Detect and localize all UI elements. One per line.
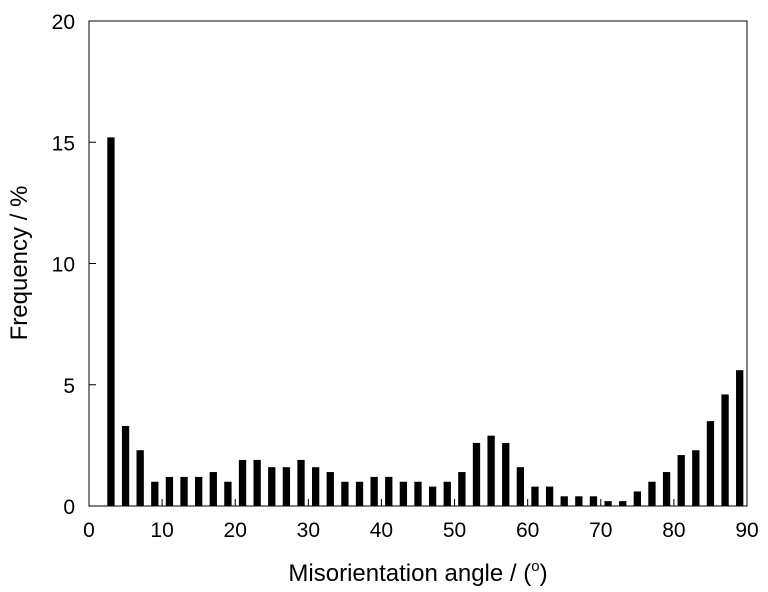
x-tick-label: 70 — [589, 519, 612, 542]
y-axis-label: Frequency / % — [6, 186, 33, 341]
bar-15 — [195, 476, 203, 506]
bar-73 — [619, 501, 627, 506]
bar-49 — [443, 481, 451, 506]
bar-45 — [414, 481, 422, 506]
bar-11 — [165, 476, 174, 506]
x-tick-label: 90 — [735, 519, 758, 542]
bar-59 — [516, 467, 525, 506]
bar-31 — [311, 467, 320, 506]
y-tick-label: 10 — [52, 254, 75, 277]
bar-87 — [721, 394, 729, 506]
bar-35 — [341, 481, 349, 506]
x-tick-label: 0 — [83, 519, 95, 542]
bar-25 — [268, 467, 276, 506]
x-tick-label: 60 — [516, 519, 539, 542]
bar-77 — [648, 481, 656, 506]
bar-65 — [560, 496, 568, 506]
x-tick-label: 30 — [297, 519, 320, 542]
bar-61 — [531, 486, 539, 506]
bar-41 — [385, 476, 393, 506]
bar-83 — [692, 450, 700, 506]
bar-75 — [633, 491, 641, 506]
bar-5 — [121, 425, 130, 506]
y-tick-label: 15 — [52, 132, 75, 155]
y-axis-ticks: 0 5 10 15 20 — [52, 11, 96, 519]
bar-3 — [107, 137, 115, 506]
plot-frame — [88, 20, 748, 507]
bar-47 — [428, 486, 437, 506]
bar-29 — [297, 459, 305, 506]
bar-85 — [706, 421, 715, 506]
bar-53 — [472, 442, 481, 506]
bar-21 — [238, 459, 247, 506]
bar-13 — [180, 476, 188, 506]
x-tick-label: 10 — [150, 519, 173, 542]
x-axis-label: Misorientation angle / (o) — [288, 558, 547, 587]
y-tick-label: 20 — [52, 11, 75, 34]
bar-81 — [677, 455, 685, 506]
bar-57 — [502, 442, 510, 506]
bar-series — [107, 137, 744, 506]
y-tick-label: 0 — [63, 496, 75, 519]
bar-33 — [326, 472, 334, 506]
bar-39 — [370, 476, 378, 506]
x-axis-ticks: 0 10 20 30 40 50 60 70 80 90 — [83, 499, 759, 542]
x-tick-label: 20 — [224, 519, 247, 542]
bar-43 — [399, 481, 408, 506]
x-tick-label: 40 — [370, 519, 393, 542]
bar-89 — [736, 370, 744, 506]
bar-23 — [253, 459, 261, 506]
bar-69 — [589, 496, 598, 506]
bar-55 — [487, 435, 495, 506]
bar-79 — [662, 472, 671, 506]
bar-9 — [151, 481, 159, 506]
bar-19 — [224, 481, 232, 506]
x-tick-label: 80 — [662, 519, 685, 542]
y-tick-label: 5 — [63, 375, 75, 398]
bar-17 — [209, 472, 217, 506]
bar-51 — [458, 472, 466, 506]
bar-7 — [136, 450, 144, 506]
bar-37 — [355, 481, 364, 506]
bar-71 — [604, 501, 612, 506]
x-tick-label: 50 — [443, 519, 466, 542]
bar-63 — [545, 486, 554, 506]
bar-27 — [282, 467, 291, 506]
bar-67 — [575, 496, 583, 506]
